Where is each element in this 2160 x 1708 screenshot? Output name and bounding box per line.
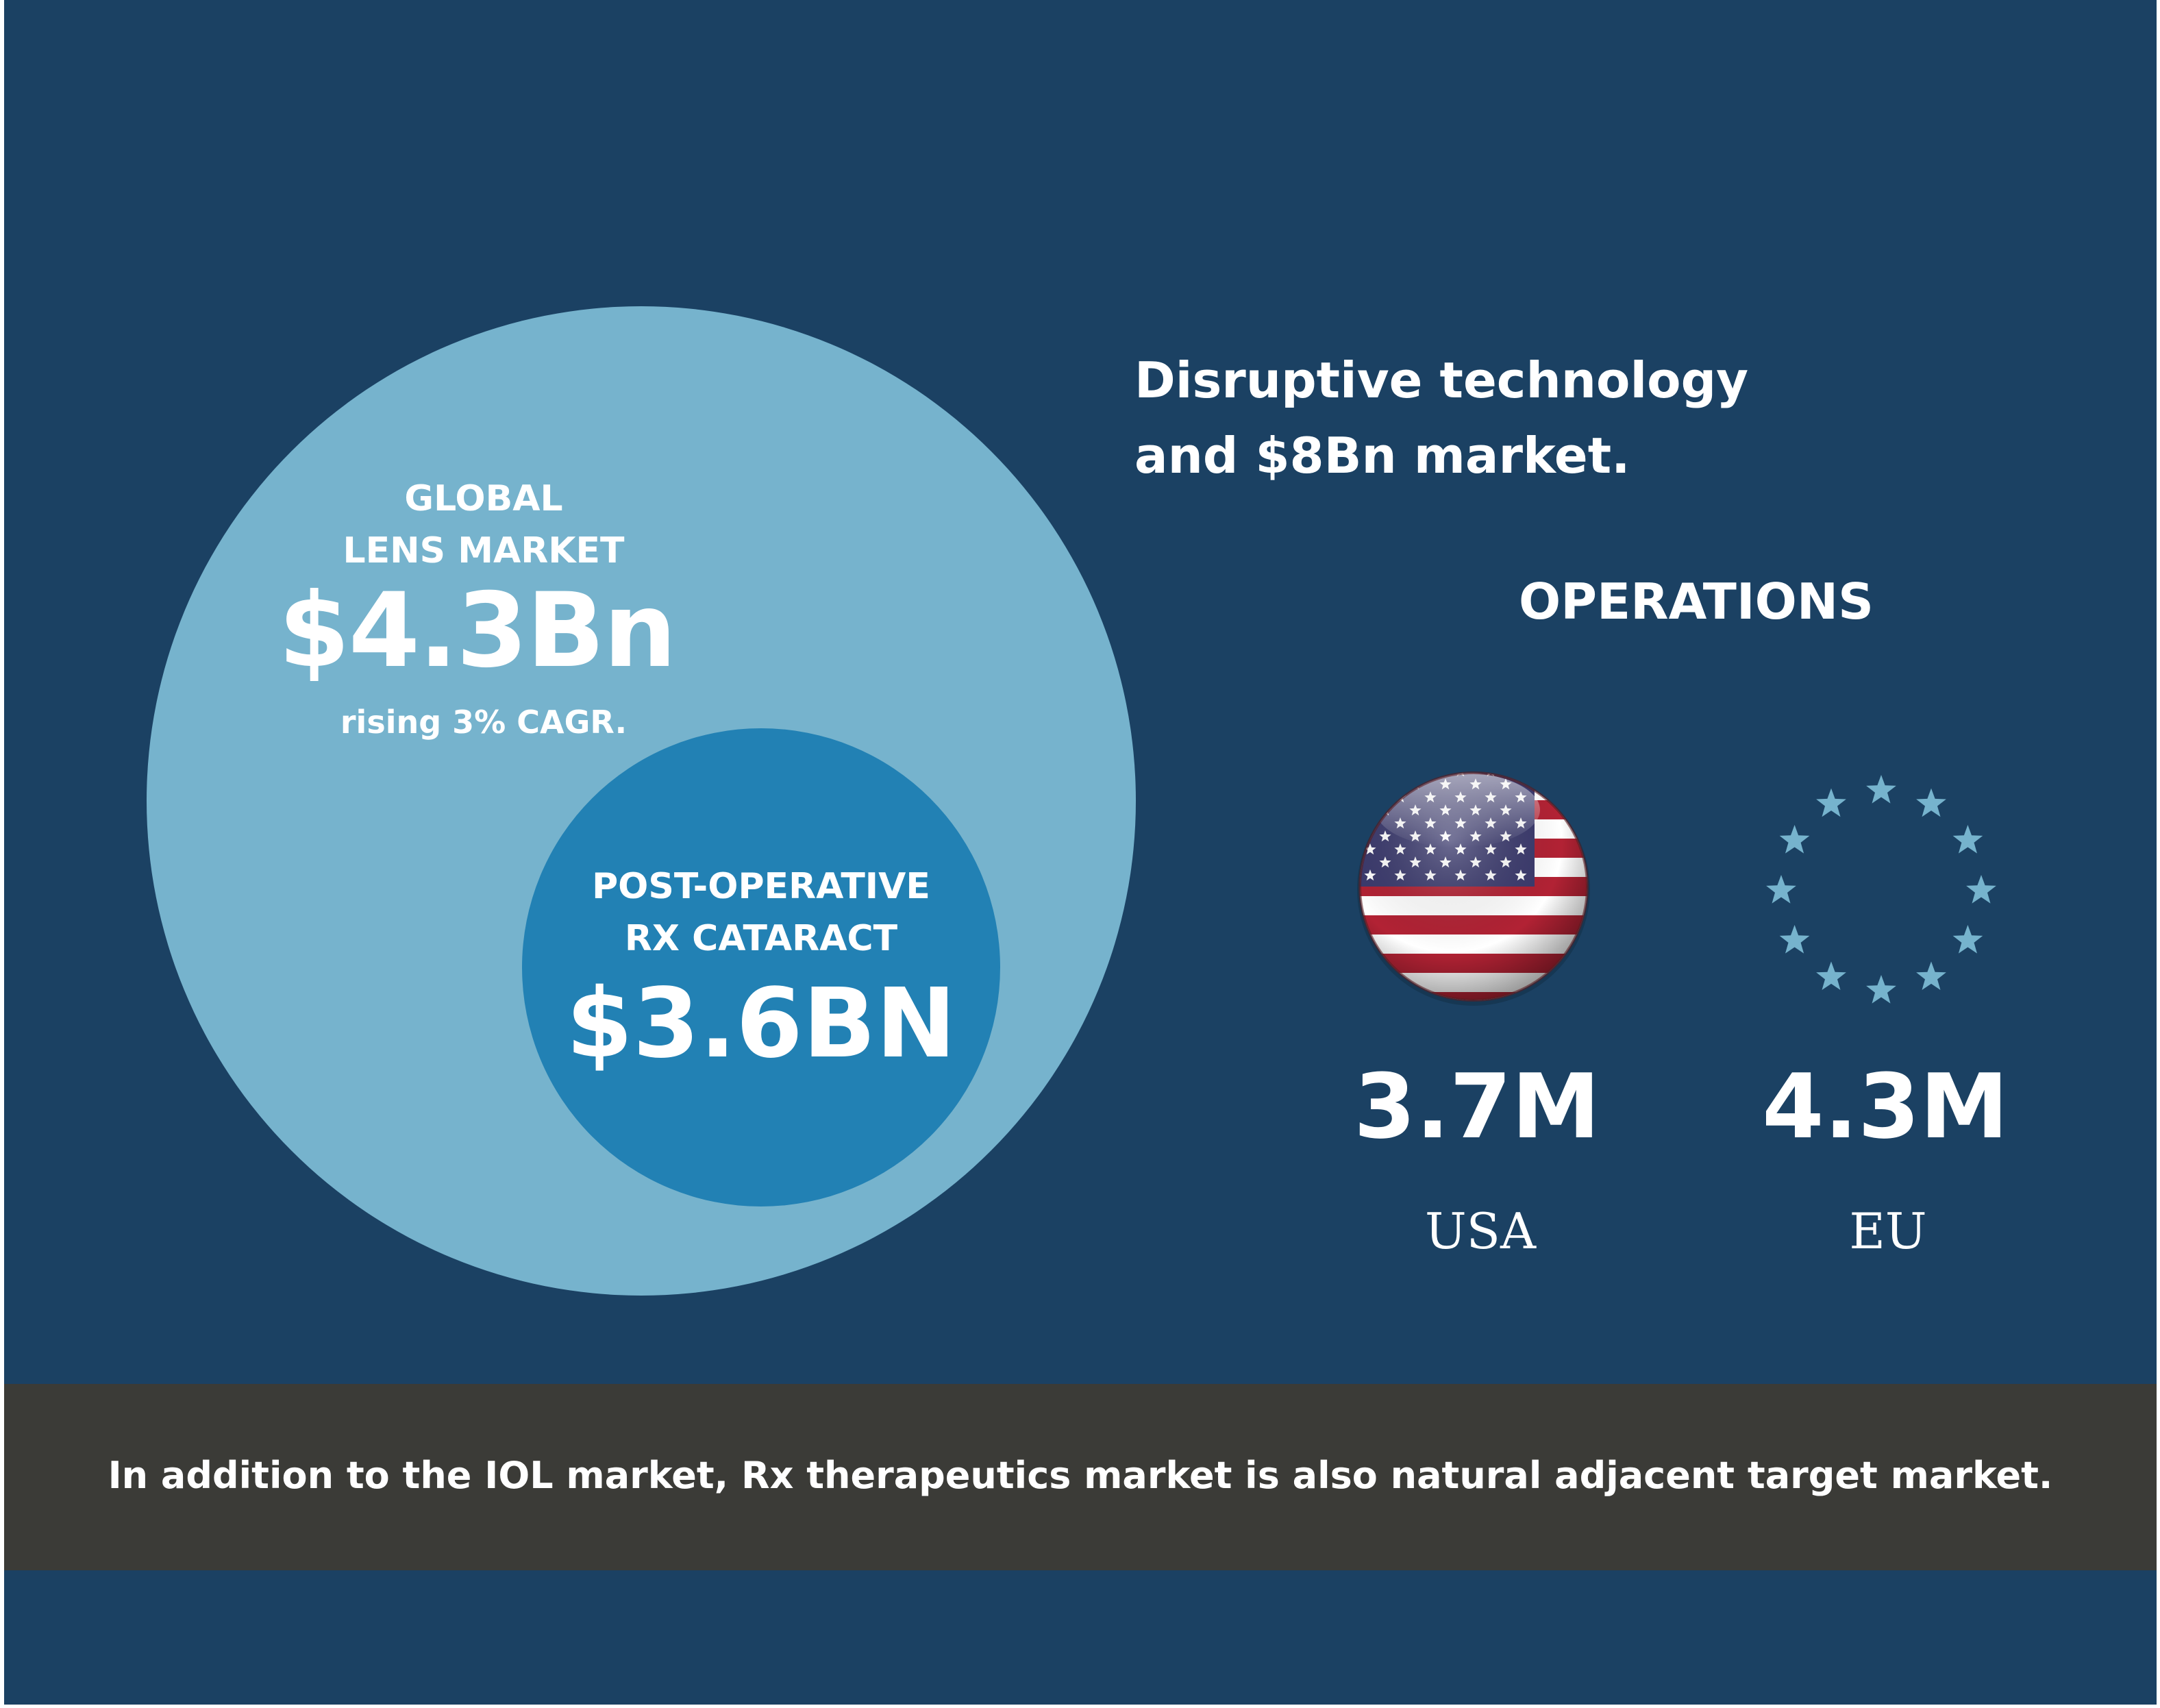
- eu-star-icon: [1766, 875, 1796, 904]
- headline-line2: and $8Bn market.: [1134, 427, 1630, 484]
- post-operative-value: $3.6BN: [566, 968, 956, 1080]
- post-operative-market-circle: [522, 728, 1000, 1206]
- headline: Disruptive technology and $8Bn market.: [1134, 343, 1888, 493]
- global-label-line1: GLOBAL: [404, 478, 563, 519]
- eu-stars-icon: [1766, 775, 1996, 1004]
- headline-line1: Disruptive technology: [1134, 351, 1749, 409]
- global-label-line2: LENS MARKET: [343, 530, 625, 571]
- footer-note: In addition to the IOL market, Rx therap…: [108, 1454, 2053, 1497]
- post-operative-label: POST-OPERATIVE RX CATARACT: [556, 861, 967, 965]
- eu-star-icon: [1952, 925, 1983, 954]
- eu-star-icon: [1916, 788, 1946, 817]
- infographic-panel: GLOBAL LENS MARKET $4.3Bn rising 3% CAGR…: [4, 0, 2157, 1705]
- eu-star-icon: [1866, 775, 1896, 804]
- eu-operations-value: 4.3M: [1762, 1054, 2009, 1159]
- global-lens-market-value: $4.3Bn: [278, 571, 676, 691]
- eu-star-icon: [1866, 975, 1896, 1004]
- usa-region-label: USA: [1425, 1202, 1536, 1260]
- eu-region-label: EU: [1849, 1202, 1927, 1260]
- us-flag-icon: [1357, 771, 1590, 1006]
- eu-star-icon: [1779, 925, 1810, 954]
- eu-star-icon: [1816, 788, 1846, 817]
- global-lens-market-label: GLOBAL LENS MARKET: [278, 473, 689, 577]
- usa-operations-value: 3.7M: [1354, 1054, 1600, 1159]
- post-label-line2: RX CATARACT: [624, 918, 898, 959]
- eu-star-icon: [1779, 825, 1810, 854]
- post-label-line1: POST-OPERATIVE: [592, 866, 930, 907]
- eu-star-icon: [1966, 875, 1996, 904]
- operations-title: OPERATIONS: [1519, 573, 1874, 630]
- eu-star-icon: [1816, 961, 1846, 990]
- eu-star-icon: [1916, 961, 1946, 990]
- eu-star-icon: [1952, 825, 1983, 854]
- footer-band: In addition to the IOL market, Rx therap…: [4, 1384, 2157, 1570]
- global-lens-market-growth: rising 3% CAGR.: [340, 704, 628, 741]
